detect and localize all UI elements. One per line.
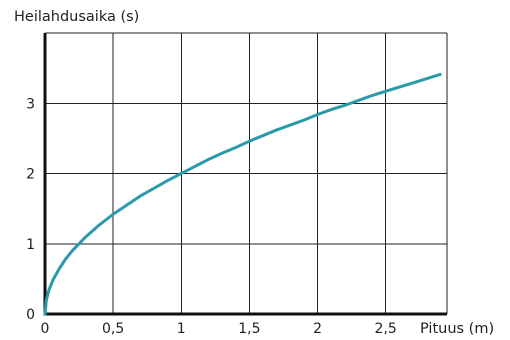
y-tick-label: 2 <box>26 167 35 183</box>
data-point <box>275 128 278 132</box>
data-point <box>64 258 67 261</box>
x-tick-label: 0,5 <box>102 321 124 337</box>
data-point <box>180 172 183 175</box>
y-tick-label: 0 <box>26 307 35 323</box>
data-point <box>343 104 346 107</box>
data-point <box>234 146 237 149</box>
data-point <box>71 249 74 252</box>
x-axis-label: Pituus (m) <box>420 321 494 337</box>
data-point <box>302 118 306 122</box>
data-point <box>45 298 48 302</box>
series-layer <box>43 72 442 316</box>
data-point <box>384 90 387 93</box>
data-point <box>398 85 401 89</box>
data-point <box>166 179 169 182</box>
data-point <box>152 187 156 190</box>
tick-labels: 0 0,5 1 1,5 2 2,5 0 1 2 3 <box>26 96 397 337</box>
x-tick-label: 0 <box>41 321 50 337</box>
data-point <box>193 165 197 168</box>
x-tick-label: 2,5 <box>375 321 397 337</box>
x-tick-label: 1,5 <box>238 321 260 337</box>
data-point <box>357 99 360 102</box>
data-point <box>411 81 415 85</box>
data-point <box>438 73 442 76</box>
data-point <box>51 278 55 281</box>
grid <box>45 32 448 314</box>
y-axis-label: Heilahdusaika (s) <box>14 9 139 25</box>
data-point <box>139 194 142 198</box>
axes <box>43 33 447 316</box>
data-point <box>316 113 319 116</box>
data-point <box>84 235 88 238</box>
data-point <box>57 268 60 271</box>
data-point <box>220 151 224 155</box>
data-point <box>111 213 115 216</box>
data-point <box>261 134 265 137</box>
data-point <box>329 108 333 111</box>
data-point <box>98 223 101 226</box>
x-tick-label: 2 <box>313 321 322 337</box>
y-tick-label: 1 <box>26 237 35 253</box>
data-point <box>43 312 47 316</box>
data-point <box>248 139 251 143</box>
data-point <box>207 158 210 161</box>
data-point <box>425 77 428 80</box>
data-point <box>289 123 292 127</box>
data-point <box>47 288 51 291</box>
series-line <box>43 72 442 316</box>
x-tick-label: 1 <box>177 321 186 337</box>
data-point <box>370 94 374 97</box>
y-tick-label: 3 <box>26 96 35 112</box>
series-0 <box>43 72 442 316</box>
data-point <box>125 203 128 207</box>
